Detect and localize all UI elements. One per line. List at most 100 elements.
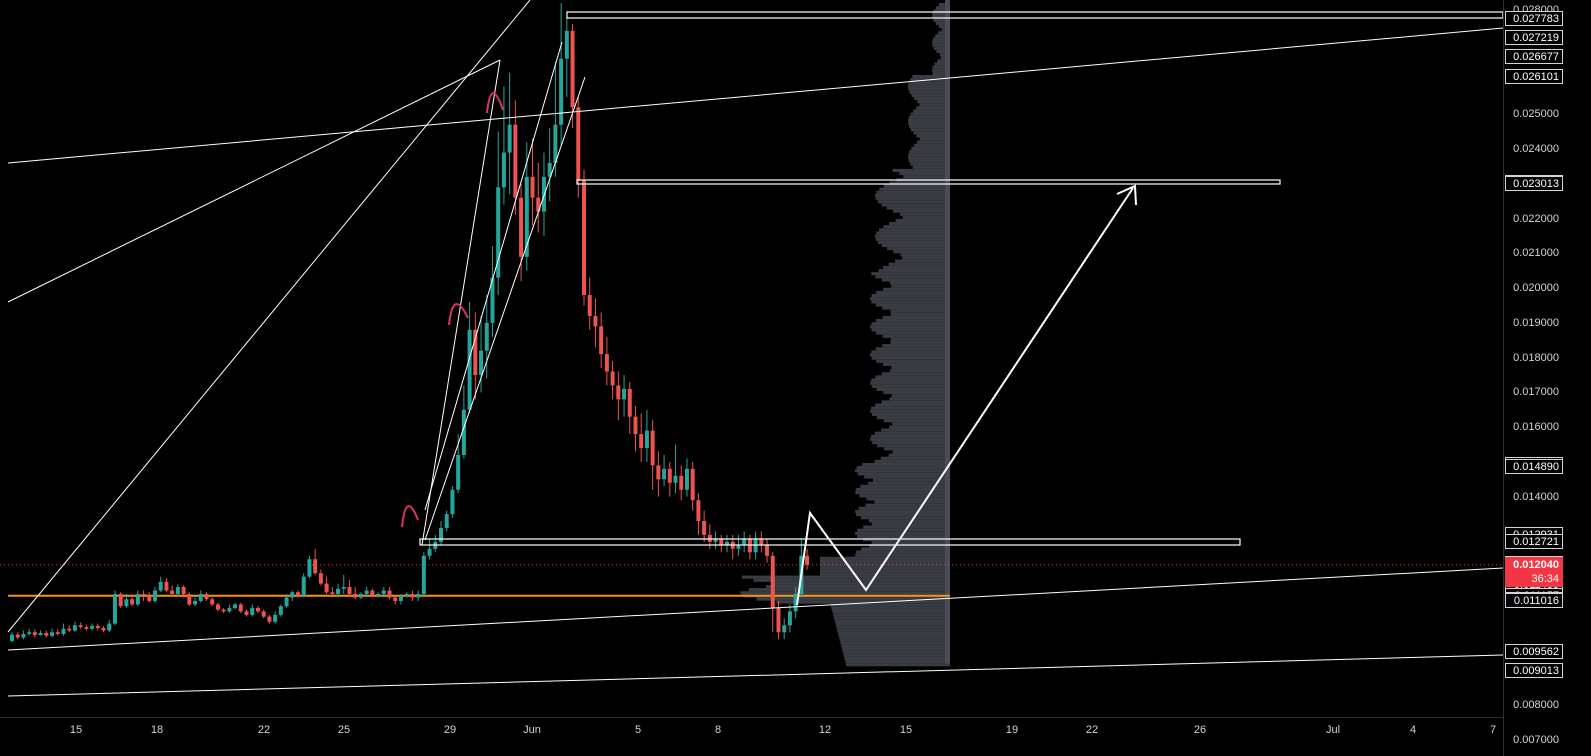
- time-axis-border: [0, 717, 1503, 718]
- price-tag: 0.009562: [1505, 643, 1563, 659]
- volume-profile-bar: [881, 372, 950, 376]
- candle-body: [576, 107, 581, 181]
- candle-body: [153, 590, 157, 601]
- volume-profile-bar: [876, 231, 950, 235]
- candle-body: [381, 590, 386, 594]
- candle-body: [175, 587, 180, 594]
- candle-body: [690, 468, 695, 501]
- candle-body: [135, 594, 140, 605]
- volume-profile-bar: [935, 6, 950, 10]
- volume-profile-bar: [874, 431, 950, 435]
- time-axis-label: 15: [69, 724, 83, 736]
- volume-profile-bar: [889, 397, 950, 401]
- volume-profile-bar: [871, 322, 950, 326]
- price-axis-label: 0.024000: [1513, 143, 1559, 156]
- candle-body: [233, 604, 238, 608]
- channel-support-trendline: [7, 567, 1504, 651]
- volume-profile-bar: [856, 550, 950, 554]
- candle-body: [55, 632, 60, 634]
- price-axis-label: 0.019000: [1513, 316, 1559, 329]
- volume-profile-bar: [846, 663, 950, 667]
- candle-body: [170, 590, 175, 594]
- volume-profile-bar: [753, 578, 950, 582]
- candle-body: [278, 606, 283, 615]
- time-axis-label: 12: [818, 724, 832, 736]
- price-axis-label: 0.018000: [1513, 351, 1559, 364]
- candle-body: [141, 594, 146, 596]
- candle-body: [604, 354, 609, 372]
- volume-profile-bar: [820, 563, 950, 567]
- candle-body: [313, 559, 318, 574]
- volume-profile-bar: [891, 394, 950, 398]
- volume-profile-bar: [869, 544, 950, 548]
- candle-body: [530, 176, 535, 198]
- volume-profile-bar: [892, 422, 950, 426]
- candle-body: [130, 599, 135, 605]
- current-price-value: 0.012040: [1513, 558, 1559, 571]
- volume-profile-bar: [888, 262, 950, 266]
- candle-body: [404, 594, 409, 596]
- candle-body: [644, 430, 649, 448]
- volume-profile-bar: [908, 84, 950, 88]
- volume-profile-bar: [891, 284, 950, 288]
- volume-profile-bar: [881, 203, 950, 207]
- pink-arc-marker: [486, 92, 504, 114]
- volume-profile-bar: [909, 90, 950, 94]
- volume-profile-bar: [842, 650, 950, 654]
- volume-profile-bar: [875, 303, 950, 307]
- volume-profile-bar: [871, 406, 950, 410]
- volume-profile-bar: [893, 250, 950, 254]
- candle-body: [112, 594, 117, 624]
- volume-profile-bar: [890, 340, 950, 345]
- volume-profile-bar: [891, 365, 950, 370]
- candle-body: [67, 628, 72, 631]
- candle-body: [496, 187, 501, 278]
- volume-profile-bar: [741, 575, 950, 579]
- candle-body: [536, 197, 541, 212]
- candle-body: [456, 454, 461, 490]
- volume-profile-bar: [881, 243, 950, 248]
- volume-profile-bar: [932, 15, 950, 19]
- volume-profile-bar: [939, 3, 950, 7]
- volume-profile-bar: [870, 381, 950, 385]
- volume-profile-bar: [890, 337, 950, 341]
- current-price-tag: 0.012040 36:34: [1505, 556, 1563, 587]
- candle-body: [238, 604, 243, 612]
- candle-body: [564, 30, 569, 59]
- candle-body: [307, 559, 312, 577]
- price-tag: 0.026677: [1505, 48, 1563, 64]
- pink-arc-marker: [448, 303, 469, 326]
- volume-profile-bar: [820, 566, 950, 570]
- volume-profile-bar: [875, 331, 950, 335]
- volume-profile-bar: [866, 497, 950, 501]
- volume-profile-bar: [892, 450, 950, 454]
- volume-profile-bar: [865, 503, 950, 507]
- volume-profile-bar: [882, 287, 950, 291]
- candle-body: [461, 409, 466, 455]
- time-axis-label: Jun: [523, 724, 541, 736]
- time-axis-label: 15: [899, 724, 913, 736]
- candle-body: [227, 607, 232, 612]
- candle-body: [44, 632, 49, 636]
- upper-fan-trendline: [7, 59, 501, 303]
- volume-profile-bar: [876, 190, 950, 194]
- volume-profile-bar: [909, 125, 950, 129]
- rally-left-channel-line: [421, 59, 501, 546]
- volume-profile-bar: [877, 444, 950, 448]
- volume-profile-bar: [908, 81, 950, 85]
- candle-body: [193, 600, 198, 605]
- volume-profile-bar: [908, 121, 950, 126]
- volume-profile-bar: [855, 487, 950, 492]
- volume-profile-bar: [855, 469, 950, 473]
- volume-profile-bar: [882, 315, 950, 320]
- volume-profile-bar: [908, 156, 950, 160]
- candle-body: [101, 628, 106, 631]
- price-tag: 0.011016: [1505, 593, 1563, 609]
- candle-body: [707, 534, 712, 542]
- candle-body: [793, 594, 798, 612]
- candle-body: [599, 326, 604, 355]
- price-tag: 0.014890: [1505, 458, 1563, 474]
- candle-body: [416, 594, 421, 598]
- volume-profile-bar: [882, 344, 950, 348]
